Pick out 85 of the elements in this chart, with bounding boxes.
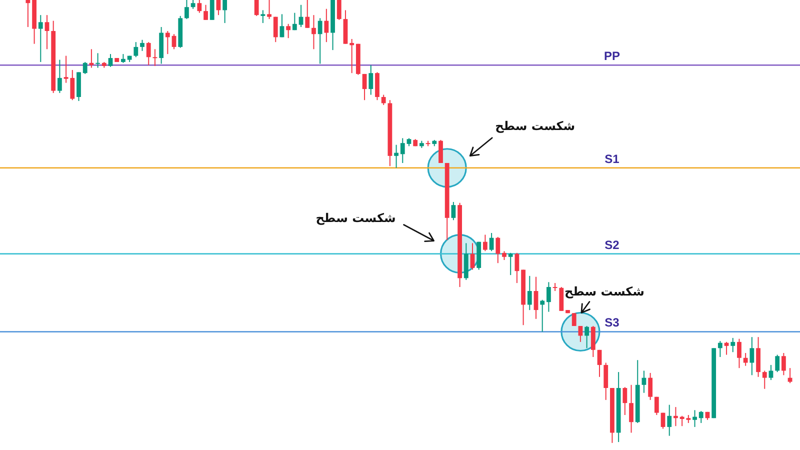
candlestick <box>96 52 100 68</box>
candlestick <box>38 14 43 63</box>
candlestick <box>584 325 590 349</box>
candlestick <box>775 354 780 373</box>
candlestick <box>546 282 551 312</box>
candlestick <box>451 201 456 221</box>
candlestick <box>286 23 291 39</box>
candlestick <box>324 8 329 43</box>
candlestick <box>280 14 284 38</box>
candlestick <box>57 59 62 94</box>
candlestick <box>298 4 304 28</box>
candlestick <box>394 144 398 168</box>
candlestick <box>210 0 214 20</box>
candlestick <box>146 42 151 66</box>
candlestick <box>400 138 405 164</box>
candlestick <box>184 0 189 20</box>
candlestick <box>654 396 659 416</box>
candlestick <box>64 55 68 84</box>
candlestick <box>312 14 316 50</box>
candlestick <box>514 252 520 284</box>
annotation: شکست سطح <box>564 284 644 299</box>
candlestick <box>438 139 443 164</box>
annotation: شکست سطح <box>316 210 396 225</box>
candlestick <box>698 410 704 424</box>
candlestick <box>622 386 628 416</box>
ref-line-label: PP <box>604 49 620 64</box>
candlestick <box>674 406 678 427</box>
candlestick <box>254 0 259 16</box>
candlestick <box>508 252 513 276</box>
candlestick <box>534 276 538 320</box>
candlestick <box>482 234 488 252</box>
candlestick <box>350 38 354 74</box>
candlestick <box>768 364 774 381</box>
candlestick <box>648 372 653 400</box>
candlestick <box>590 325 596 358</box>
candlestick <box>540 299 545 332</box>
candlestick <box>730 337 736 353</box>
candlestick <box>597 349 602 378</box>
candlestick <box>305 0 310 28</box>
candlestick <box>318 18 322 64</box>
ref-line-label: S3 <box>604 316 620 330</box>
candlestick <box>362 73 367 101</box>
candlestick <box>260 10 266 24</box>
candlestick <box>108 54 113 68</box>
candlestick <box>368 64 374 96</box>
candlestick <box>470 242 475 270</box>
candlestick <box>381 94 386 106</box>
candlestick <box>273 16 278 43</box>
candlestick <box>572 312 576 326</box>
candlestick <box>267 0 272 20</box>
candlestick <box>642 370 646 394</box>
candlestick <box>604 362 608 400</box>
candlestick <box>559 286 564 312</box>
candlestick <box>527 275 532 311</box>
ref-line-label: S2 <box>604 238 620 252</box>
candlestick <box>165 30 170 55</box>
candlestick <box>140 39 144 52</box>
candlestick <box>336 0 342 20</box>
candlestick <box>692 410 697 428</box>
candlestick <box>718 340 722 358</box>
candlestick <box>375 72 380 101</box>
candlestick <box>788 368 792 384</box>
candlestick <box>489 232 494 252</box>
candlestick <box>743 352 748 366</box>
annotation: شکست سطح <box>495 118 576 133</box>
candlestick <box>292 12 297 31</box>
candlestick <box>750 336 754 376</box>
candlestick <box>44 14 50 50</box>
candlestick <box>222 0 228 24</box>
candlestick <box>204 4 208 20</box>
candlestick <box>737 338 742 369</box>
candlestick <box>660 412 666 430</box>
candlestick <box>134 42 138 58</box>
candlestick <box>781 352 786 376</box>
candlestick <box>82 62 88 74</box>
candlestick <box>496 236 500 264</box>
candlestick <box>26 0 30 28</box>
candlestick <box>629 384 634 434</box>
candlestick <box>762 370 767 390</box>
ref-line-label: S1 <box>604 152 620 166</box>
candlestick <box>172 34 176 50</box>
candlestick <box>756 336 760 378</box>
candlestick <box>197 0 202 14</box>
candlestick <box>70 69 75 101</box>
candlestick <box>667 404 672 436</box>
